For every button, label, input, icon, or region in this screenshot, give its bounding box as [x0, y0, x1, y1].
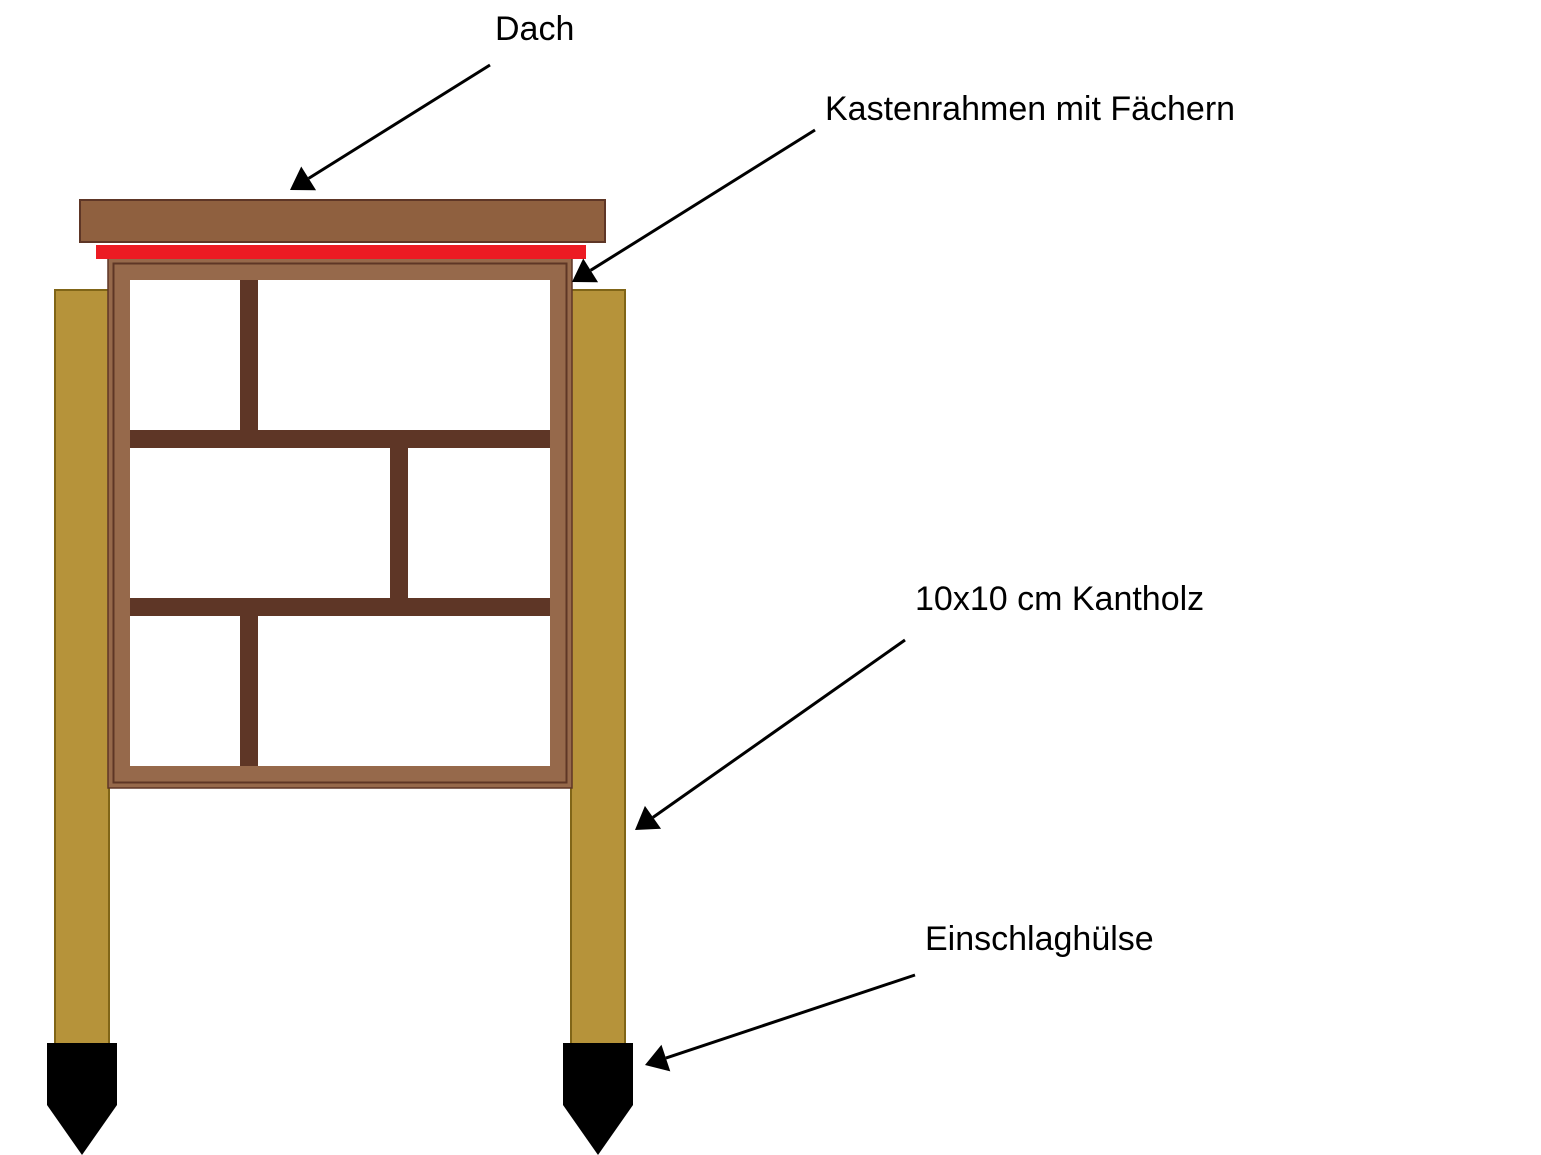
- diagram-svg: [0, 0, 1541, 1155]
- post-right: [571, 290, 625, 1065]
- arrow-roof-head: [290, 166, 316, 190]
- sleeve-right-tip: [563, 1105, 633, 1155]
- arrow-roof-line: [309, 65, 490, 178]
- label-roof: Dach: [495, 10, 574, 49]
- sleeve-right-cup: [563, 1043, 633, 1105]
- roof-underlay: [96, 245, 586, 259]
- row-divider-2: [130, 598, 550, 616]
- roof: [80, 200, 605, 242]
- arrow-sleeve-line: [666, 975, 915, 1058]
- arrow-post-head: [635, 806, 661, 830]
- label-post: 10x10 cm Kantholz: [915, 580, 1204, 619]
- label-sleeve: Einschlaghülse: [925, 920, 1154, 959]
- post-left: [55, 290, 109, 1065]
- arrow-post-line: [653, 640, 905, 817]
- frame-cells-bg: [130, 280, 550, 766]
- sleeve-left-tip: [47, 1105, 117, 1155]
- label-frame: Kastenrahmen mit Fächern: [825, 90, 1235, 129]
- col-divider-row0: [240, 280, 258, 430]
- row-divider-1: [130, 430, 550, 448]
- col-divider-row1: [390, 448, 408, 598]
- sleeve-left-cup: [47, 1043, 117, 1105]
- arrow-frame-line: [591, 130, 815, 270]
- col-divider-row2: [240, 616, 258, 766]
- arrow-frame-head: [572, 258, 598, 282]
